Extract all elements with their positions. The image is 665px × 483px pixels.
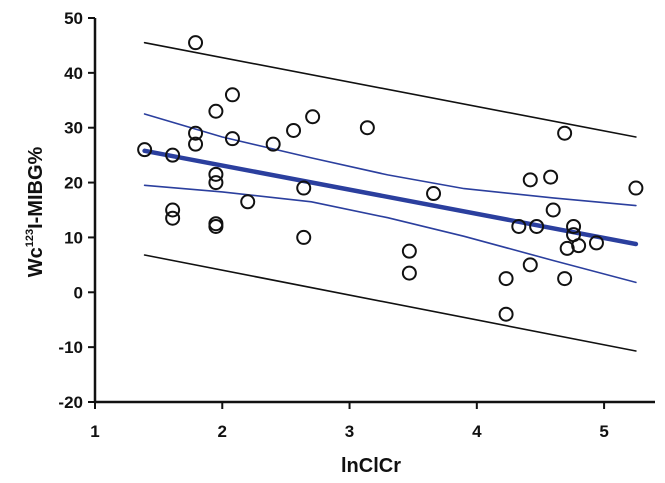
data-point [224,131,240,147]
data-point [498,271,514,287]
data-point [208,166,224,182]
data-point [628,180,644,196]
x-tick-label: 2 [218,422,227,441]
x-axis-title: lnClCr [341,455,401,477]
y-tick-label: -20 [58,393,83,412]
data-point [188,125,204,141]
data-point [557,271,573,287]
x-tick-label: 4 [472,422,482,441]
data-point [571,238,587,254]
data-point [188,35,204,51]
data-point [165,210,181,226]
y-tick-label: 10 [64,228,83,247]
data-point [588,235,604,251]
data-point [208,175,224,191]
data-point [305,109,321,125]
ci-upper-line [143,113,637,207]
fit-lines [142,41,639,352]
axes [88,17,655,409]
y-tick-label: -10 [58,338,83,357]
data-point [296,229,312,245]
data-point [529,218,545,234]
data-point [566,218,582,234]
data-point [224,87,240,103]
data-point [545,202,561,218]
y-tick-label: 20 [64,174,83,193]
x-tick-label: 1 [90,422,99,441]
data-point [165,147,181,163]
data-point [401,243,417,259]
data-point [359,120,375,136]
data-point [426,186,442,202]
y-axis-title-prefix: Wc [25,247,47,277]
data-point [522,257,538,273]
y-tick-label: 0 [74,283,83,302]
data-point [557,125,573,141]
data-point [522,172,538,188]
data-point [208,218,224,234]
data-point [511,218,527,234]
y-tick-label: 40 [64,64,83,83]
data-point [296,180,312,196]
y-axis-title-superscript: 123 [24,229,36,247]
data-point [208,103,224,119]
data-point [188,136,204,152]
ci-lower-line [143,184,637,284]
y-tick-label: 30 [64,119,83,138]
data-point [240,194,256,210]
data-point [165,202,181,218]
regression-line [142,148,639,247]
data-point [265,136,281,152]
data-point [401,265,417,281]
y-axis-title: Wc123I-MIBG% [24,146,47,277]
data-point [498,306,514,322]
data-point [137,142,153,158]
x-tick-label: 5 [599,422,608,441]
pi-upper-line [143,41,637,138]
y-tick-label: 50 [64,9,83,28]
y-axis-title-suffix: I-MIBG% [25,146,47,228]
data-points [137,35,644,322]
x-tick-label: 3 [345,422,354,441]
pi-lower-line [143,254,637,352]
data-point [543,169,559,185]
data-point [286,122,302,138]
tick-labels: -20 -10 0 10 20 30 40 50 1 2 3 4 5 [58,9,608,441]
